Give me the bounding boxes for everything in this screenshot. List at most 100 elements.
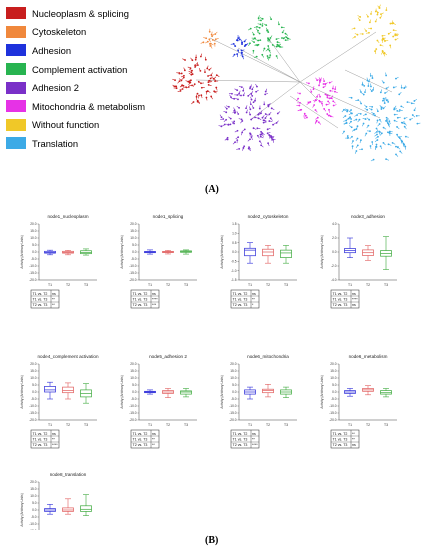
network-node (366, 79, 369, 82)
network-node (369, 130, 371, 133)
network-node (181, 88, 184, 90)
network-node (259, 133, 262, 136)
network-node (353, 128, 356, 131)
network-node (325, 103, 328, 106)
network-node (262, 121, 265, 124)
stats-comparison: T2 vs. T3 (33, 443, 48, 447)
network-node (210, 33, 213, 36)
network-node (364, 118, 367, 120)
network-node (252, 127, 255, 130)
network-node (261, 116, 264, 119)
network-node (312, 88, 315, 91)
network-node (275, 122, 278, 124)
x-tick-label: T3 (84, 423, 88, 427)
network-node (215, 74, 218, 77)
stats-significance: *** (152, 303, 157, 307)
y-tick-label: -20.0 (129, 418, 136, 422)
network-node (214, 38, 217, 41)
stats-comparison: T1 vs. T2 (233, 292, 248, 296)
network-node (272, 123, 274, 126)
network-node (249, 132, 251, 135)
network-node (375, 48, 378, 50)
x-tick-label: T1 (148, 283, 152, 287)
network-node (213, 42, 216, 45)
network-node (355, 150, 358, 152)
network-node (249, 86, 252, 89)
network-node (381, 50, 384, 52)
legend-item: Adhesion 2 (6, 78, 156, 97)
stats-comparison: T1 vs. T2 (333, 432, 348, 436)
network-node (182, 76, 185, 79)
boxplot-title: node3_adhesion (351, 214, 385, 219)
stats-comparison: T1 vs. T2 (33, 432, 48, 436)
network-node (346, 135, 349, 137)
box-t1 (344, 237, 356, 258)
x-tick-label: T3 (184, 423, 188, 427)
stats-comparison: T1 vs. T2 (333, 292, 348, 296)
box-t1 (44, 504, 56, 515)
network-node (374, 114, 376, 117)
box-t1 (44, 249, 56, 256)
network-node (184, 59, 186, 61)
network-node (207, 75, 209, 77)
network-node (416, 122, 419, 125)
network-node (257, 117, 260, 120)
network-node (243, 40, 246, 43)
network-node (388, 120, 391, 123)
y-axis-label: Activity (Arbitrary Units) (20, 375, 24, 408)
network-node (319, 100, 321, 103)
network-node (321, 102, 323, 105)
network-node (192, 101, 195, 103)
network-node (310, 90, 313, 93)
y-axis-label: Activity (Arbitrary Units) (120, 375, 124, 408)
network-node (191, 69, 193, 72)
network-node (388, 132, 391, 134)
network-node (376, 110, 379, 113)
legend-swatch (6, 63, 26, 76)
y-tick-label: 5.0 (132, 383, 137, 387)
network-node (178, 72, 181, 74)
stats-comparison: T1 vs. T3 (233, 298, 248, 302)
network-node (182, 84, 185, 87)
box-t2 (62, 498, 74, 515)
network-node (243, 128, 246, 131)
network-node (270, 136, 273, 139)
y-tick-label: -20.0 (29, 278, 36, 282)
network-node (267, 48, 270, 51)
network-node (234, 111, 237, 114)
network-node (371, 77, 374, 79)
network-node (376, 133, 378, 136)
stats-significance: ns (252, 292, 256, 296)
network-node (208, 30, 211, 33)
network-node (371, 141, 374, 143)
stats-table: T1 vs. T2 ns T1 vs. T3 ** T2 vs. T3 **** (230, 429, 260, 449)
network-node (214, 33, 217, 35)
network-graph (172, 4, 421, 162)
stats-significance: ns (152, 292, 156, 296)
x-tick-label: T2 (66, 423, 70, 427)
network-node (278, 23, 280, 26)
network-node (212, 77, 215, 80)
network-node (267, 104, 270, 106)
network-node (282, 37, 285, 40)
box-iqr (62, 386, 74, 394)
stats-significance: ** (52, 298, 55, 302)
legend-label: Without function (32, 119, 100, 131)
network-node (237, 98, 239, 101)
legend-item: Without function (6, 116, 156, 135)
stats-table: T1 vs. T2 ns T1 vs. T3 ** T2 vs. T3 ** (130, 429, 160, 449)
network-node (385, 116, 388, 119)
network-edge (299, 81, 319, 101)
network-node (350, 96, 353, 99)
network-node (255, 55, 258, 58)
x-tick-label: T2 (166, 283, 170, 287)
stats-significance: ns (352, 292, 356, 296)
network-node (315, 99, 317, 102)
network-node (194, 64, 197, 67)
network-node (370, 85, 372, 88)
network-node (209, 77, 212, 80)
network-node (384, 40, 387, 42)
network-node (361, 148, 363, 151)
network-node (351, 135, 353, 138)
x-tick-label: T3 (284, 423, 288, 427)
